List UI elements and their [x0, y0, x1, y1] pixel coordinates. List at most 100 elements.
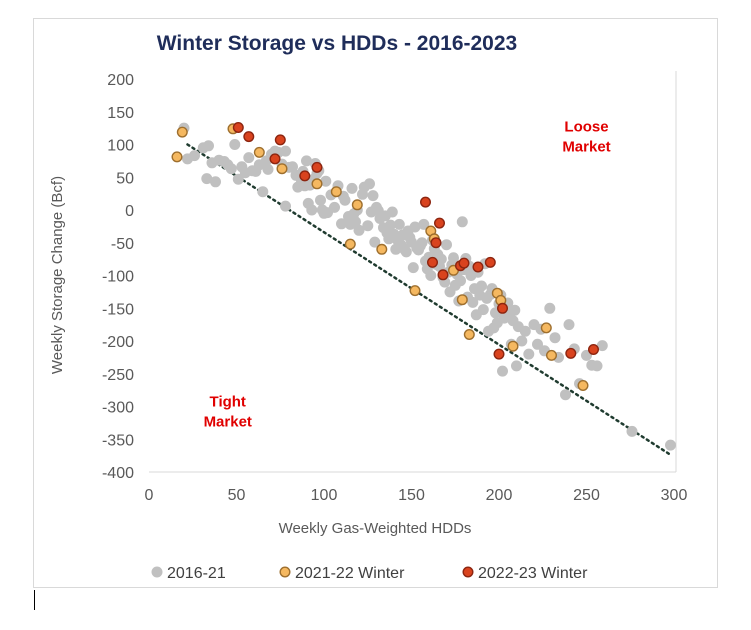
data-point [418, 218, 430, 230]
y-tick-label: 50 [116, 170, 134, 187]
data-point [437, 269, 449, 281]
data-point [448, 252, 460, 264]
data-point [225, 163, 237, 175]
data-point [532, 338, 544, 350]
y-tick-label: -350 [102, 432, 134, 449]
y-tick-label: -300 [102, 400, 134, 417]
data-point [472, 261, 484, 273]
legend-label: 2021-22 Winter [295, 565, 405, 582]
data-point [463, 329, 475, 341]
data-point [280, 145, 292, 157]
data-point [353, 224, 365, 236]
data-point [393, 218, 405, 230]
data-point [202, 140, 214, 152]
data-point [229, 138, 241, 150]
legend-marker [462, 566, 474, 578]
annotation-text: Market [204, 414, 252, 431]
data-point [476, 280, 488, 292]
data-point [409, 285, 421, 297]
data-point [262, 163, 274, 175]
y-tick-label: -250 [102, 367, 134, 384]
data-point [274, 134, 286, 146]
legend-marker [279, 566, 291, 578]
series-points [232, 121, 600, 360]
y-tick-label: 100 [107, 138, 134, 155]
data-point [339, 194, 351, 206]
data-point [626, 425, 638, 437]
y-tick-label: -100 [102, 269, 134, 286]
x-tick-label: 100 [311, 487, 338, 504]
legend-label: 2016-21 [167, 565, 226, 582]
annotation-text: Market [562, 138, 610, 155]
data-point [299, 170, 311, 182]
data-point [427, 256, 439, 268]
trendline [186, 143, 670, 455]
data-point [311, 161, 323, 173]
data-point [269, 153, 281, 165]
data-point [484, 256, 496, 268]
x-tick-labels: 0 50 100 150 200 250 300 [145, 487, 688, 504]
data-point [546, 349, 558, 361]
data-point [364, 178, 376, 190]
data-point [516, 335, 528, 347]
legend-marker [151, 566, 163, 578]
data-point [400, 246, 412, 258]
y-axis-label: Weekly Storage Change (Bcf) [49, 176, 66, 374]
data-point [344, 238, 356, 250]
data-point [430, 237, 442, 249]
annotations: Loose Market Tight Market [204, 118, 611, 430]
data-point [369, 236, 381, 248]
data-point [509, 304, 521, 316]
data-point [351, 199, 363, 211]
x-tick-label: 150 [398, 487, 425, 504]
y-tick-label: -200 [102, 334, 134, 351]
data-point [596, 340, 608, 352]
data-point [493, 348, 505, 360]
x-tick-label: 300 [661, 487, 688, 504]
data-point [511, 360, 523, 372]
series-points [178, 122, 677, 451]
data-point [591, 360, 603, 372]
data-point [456, 216, 468, 228]
data-point [665, 439, 677, 451]
x-tick-label: 200 [486, 487, 513, 504]
annotation-text: Tight [210, 394, 246, 411]
data-point [588, 344, 600, 356]
legend-label: 2022-23 Winter [478, 565, 588, 582]
data-point [367, 190, 379, 202]
y-tick-label: -150 [102, 301, 134, 318]
data-point [188, 150, 200, 162]
data-point [280, 200, 292, 212]
data-point [346, 182, 358, 194]
data-point [329, 201, 341, 213]
data-point [560, 389, 572, 401]
x-tick-label: 50 [228, 487, 246, 504]
data-point [441, 239, 453, 251]
y-tick-label: -50 [111, 236, 134, 253]
data-point [257, 186, 269, 198]
text-cursor [34, 590, 35, 610]
data-point [362, 220, 374, 232]
data-point [434, 217, 446, 229]
data-point [171, 151, 183, 163]
x-axis-label: Weekly Gas-Weighted HDDs [279, 520, 472, 537]
data-point [376, 243, 388, 255]
data-point [519, 325, 531, 337]
data-point [311, 178, 323, 190]
trendline-group [186, 143, 670, 455]
data-point [540, 322, 552, 334]
data-point [425, 270, 437, 282]
data-point [176, 126, 188, 138]
data-point [455, 275, 467, 287]
data-point [497, 302, 509, 314]
chart-frame [33, 18, 718, 588]
legend: 2016-21 2021-22 Winter 2022-23 Winter [151, 565, 588, 582]
data-point [477, 304, 489, 316]
data-point [458, 257, 470, 269]
data-point [497, 365, 509, 377]
x-tick-label: 250 [573, 487, 600, 504]
series-points [171, 123, 589, 392]
data-point [581, 349, 593, 361]
y-tick-label: 200 [107, 72, 134, 89]
